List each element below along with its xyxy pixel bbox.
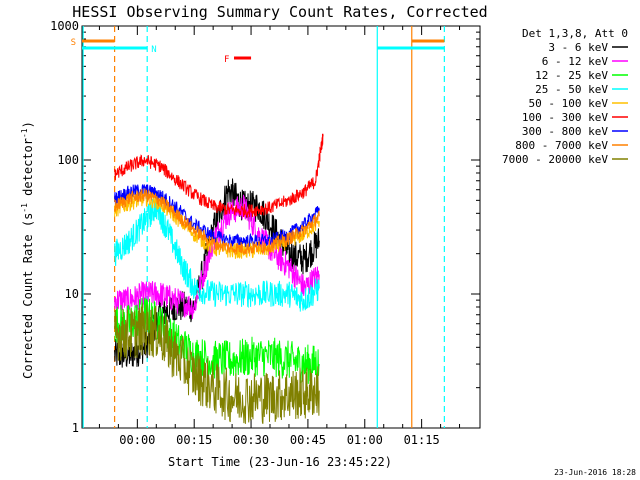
y-axis-label-sup: -1 [20, 203, 29, 213]
y-tick-label: 10 [65, 287, 79, 301]
legend-entry-label: 800 - 7000 keV [515, 139, 608, 152]
legend-entry-label: 50 - 100 keV [529, 97, 609, 110]
legend-entry-label: 25 - 50 keV [535, 83, 608, 96]
legend-header: Det 1,3,8, Att 0 [522, 27, 628, 40]
series-line [114, 178, 320, 368]
plot-border [81, 25, 481, 429]
legend-entry-label: 3 - 6 keV [548, 41, 608, 54]
data-series [114, 133, 324, 424]
series-line [114, 133, 324, 219]
x-axis-ticks: 00:00 00:15 00:30 00:45 01:00 01:15 [98, 26, 461, 447]
x-tick-label: 01:00 [347, 433, 383, 447]
y-axis-label-sup: -1 [20, 128, 29, 138]
y-tick-label: 1 [72, 421, 79, 435]
x-tick-label: 00:00 [119, 433, 155, 447]
series-line [114, 194, 320, 320]
x-tick-label: 00:45 [290, 433, 326, 447]
legend-entry-label: 7000 - 20000 keV [502, 153, 608, 166]
y-axis-label: Corrected Count Rate (s-1 detector-1) [20, 121, 35, 379]
series-line [114, 297, 320, 385]
series-line [114, 303, 320, 424]
x-tick-label: 00:30 [233, 433, 269, 447]
y-axis-ticks: 1 10 100 1000 [50, 19, 480, 435]
plot-frame [81, 25, 481, 429]
y-tick-label: 100 [57, 153, 79, 167]
legend-entry-label: 6 - 12 keV [542, 55, 609, 68]
flag-label: S [71, 38, 76, 48]
x-tick-label: 00:15 [176, 433, 212, 447]
x-tick-label: 01:15 [404, 433, 440, 447]
flag-label: N [151, 45, 156, 55]
flag-label: F [224, 55, 229, 65]
flag-bars: S N F [71, 38, 445, 65]
legend-entry-label: 12 - 25 keV [535, 69, 608, 82]
series-line [114, 196, 320, 312]
legend-entry-label: 100 - 300 keV [522, 111, 608, 124]
y-tick-label: 1000 [50, 19, 79, 33]
footer-timestamp: 23-Jun-2016 18:28 [554, 468, 636, 477]
series-line [114, 188, 320, 255]
legend-entry-label: 300 - 800 keV [522, 125, 608, 138]
chart-title: HESSI Observing Summary Count Rates, Cor… [72, 3, 487, 21]
x-axis-label: Start Time (23-Jun-16 23:45:22) [168, 455, 392, 469]
